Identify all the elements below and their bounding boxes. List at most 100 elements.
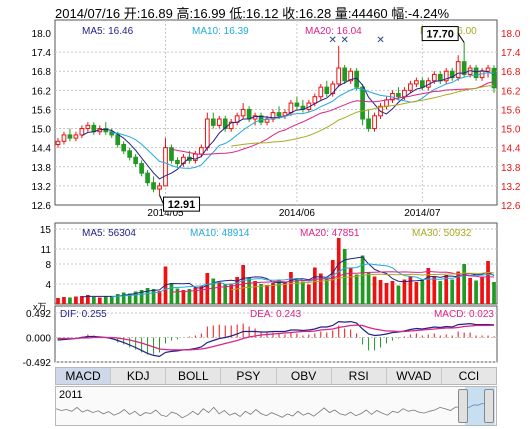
candle-body [121, 143, 127, 152]
price-ytick-left: 13.2 [32, 182, 52, 193]
candle-body [103, 128, 109, 133]
tab-macd[interactable]: MACD [56, 368, 112, 384]
volume-bar [151, 289, 156, 304]
macd-dif-line [57, 320, 495, 358]
price-ytick-left: 16.8 [32, 67, 52, 78]
price-panel-frame [54, 19, 498, 206]
volume-legend-ma: MA30: 50932 [412, 228, 472, 239]
volume-label: 量: [334, 6, 352, 21]
volume-bar [133, 291, 138, 304]
price-xtick: 2014/06 [279, 208, 316, 219]
tab-kdj[interactable]: KDJ [111, 368, 167, 384]
macd-ytick: 0.000 [26, 334, 51, 345]
candle-body [324, 86, 330, 95]
candle-body [485, 67, 491, 72]
macd-dea-line [58, 324, 495, 351]
candle-body [318, 86, 324, 98]
candle-body [414, 80, 419, 85]
navigator-left-handle[interactable] [458, 389, 468, 423]
volume-ytick: 15 [40, 225, 52, 236]
volume-bar [80, 296, 84, 304]
navigator-right-handle[interactable] [484, 389, 494, 423]
volume-bar [414, 282, 419, 304]
tab-boll[interactable]: BOLL [166, 368, 222, 384]
candle-body [461, 61, 467, 75]
volume-bar [366, 272, 371, 304]
candle-body [408, 83, 413, 91]
volume-bar [235, 277, 240, 304]
candle-body [157, 185, 162, 190]
price-ytick-right: 18.0 [501, 29, 521, 40]
tab-cci[interactable]: CCI [458, 369, 480, 383]
candle-body [437, 73, 443, 82]
candle-body [67, 134, 73, 139]
candle-body [282, 112, 288, 117]
candle-body [264, 118, 270, 123]
price-event-marker: ✕ [376, 35, 384, 46]
candle-body [210, 118, 216, 126]
candle-body [198, 147, 204, 155]
price-annotation-box [163, 196, 201, 212]
tab-rsi[interactable]: RSI [332, 368, 387, 384]
price-ytick-right: 14.4 [501, 144, 521, 155]
candle-body [73, 134, 79, 139]
candle-body [366, 118, 371, 130]
price-event-marker: ✕ [340, 35, 348, 46]
volume-bar [169, 283, 174, 304]
volume-bar [372, 276, 377, 304]
price-ma20-line [171, 81, 495, 156]
volume-bar [283, 282, 287, 304]
candle-body [360, 86, 365, 120]
high-value: 16.99 [193, 6, 226, 21]
candle-body [175, 159, 180, 165]
volume-bar [318, 273, 323, 304]
volume-bar [480, 276, 484, 304]
volume-legend-ma: MA10: 48914 [190, 228, 250, 239]
low-value: 16.12 [245, 6, 279, 21]
price-legend-ma: MA5: 16.46 [82, 26, 134, 37]
candle-body [228, 121, 234, 130]
candle-body [276, 112, 282, 117]
volume-bar [175, 288, 180, 304]
price-ytick-left: 18.0 [32, 29, 52, 40]
candle-body [204, 118, 210, 149]
open-value: 16.89 [140, 6, 173, 21]
volume-bar [342, 249, 347, 304]
volume-bar [181, 290, 186, 304]
candle-body [222, 118, 228, 130]
volume-bar [444, 275, 449, 304]
price-ytick-left: 17.4 [32, 48, 52, 59]
candle-body [127, 150, 133, 158]
volume-bar [378, 280, 383, 304]
volume-legend-ma: MA20: 47851 [300, 228, 360, 239]
navigator-line [56, 406, 462, 419]
volume-bar [62, 297, 66, 304]
candle-body [312, 96, 318, 104]
candle-body [348, 70, 354, 82]
range-navigator[interactable]: 2011 [55, 386, 497, 426]
volume-bar [139, 290, 144, 304]
tab-psy[interactable]: PSY [221, 368, 277, 384]
price-ytick-right: 12.6 [501, 201, 521, 212]
volume-bar [492, 282, 496, 304]
price-ma5-line [81, 70, 495, 180]
candle-body [354, 70, 359, 88]
price-ytick-left: 13.8 [32, 163, 52, 174]
volume-bar [211, 278, 216, 304]
tab-obv[interactable]: OBV [277, 368, 332, 384]
volume-bar [193, 287, 198, 304]
volume-bar [354, 274, 359, 304]
price-legend-ma: MA10: 16.39 [192, 26, 249, 37]
macd-legend-macd: MACD: 0.023 [434, 309, 494, 320]
candle-body [85, 124, 91, 130]
volume-ytick: 8 [45, 260, 51, 271]
price-ytick-right: 13.2 [501, 182, 521, 193]
volume-bar [408, 276, 413, 304]
price-ytick-right: 17.4 [501, 48, 521, 59]
volume-bar [426, 268, 431, 304]
volume-bar [450, 279, 455, 304]
price-event-marker: ✕ [329, 35, 337, 46]
tab-wvad[interactable]: WVAD [387, 368, 442, 384]
candle-body [258, 115, 264, 123]
